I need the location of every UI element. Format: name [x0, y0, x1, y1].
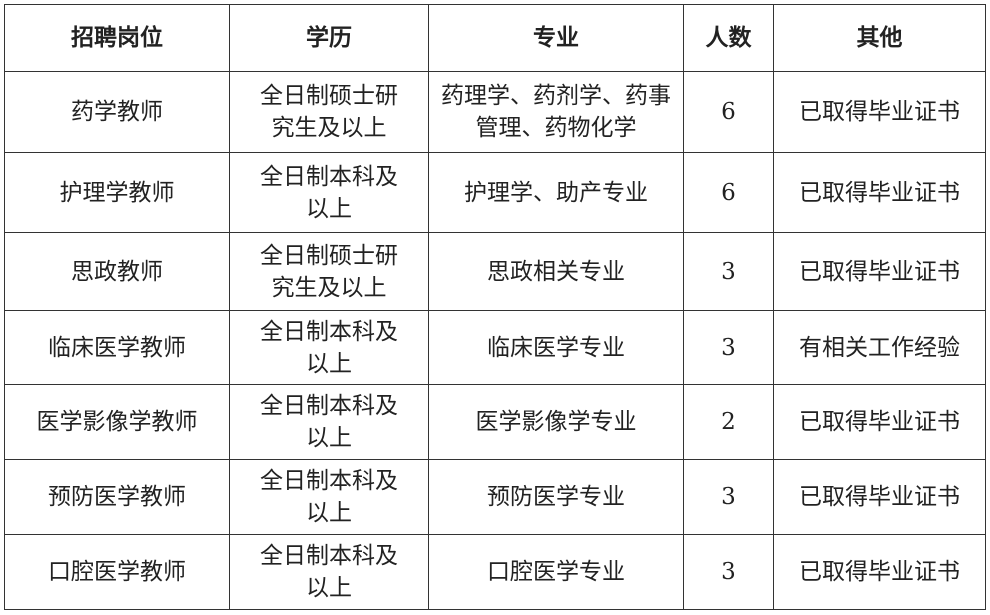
header-other: 其他: [773, 4, 986, 72]
header-row: 招聘岗位 学历 专业 人数 其他: [4, 4, 986, 72]
cell-position: 思政教师: [4, 232, 230, 311]
table-row: 临床医学教师 全日制本科及以上 临床医学专业 3 有相关工作经验: [4, 310, 986, 385]
cell-count: 3: [683, 534, 774, 610]
cell-major: 医学影像学专业: [428, 384, 684, 460]
cell-major: 护理学、助产专业: [428, 152, 684, 233]
cell-count: 6: [683, 152, 774, 233]
cell-position: 口腔医学教师: [4, 534, 230, 610]
cell-other: 已取得毕业证书: [773, 534, 986, 610]
cell-education: 全日制本科及以上: [229, 384, 429, 460]
cell-other: 已取得毕业证书: [773, 152, 986, 233]
table-row: 医学影像学教师 全日制本科及以上 医学影像学专业 2 已取得毕业证书: [4, 384, 986, 460]
cell-major: 预防医学专业: [428, 459, 684, 535]
cell-position: 预防医学教师: [4, 459, 230, 535]
cell-count: 3: [683, 459, 774, 535]
cell-major: 临床医学专业: [428, 310, 684, 385]
header-major: 专业: [428, 4, 684, 72]
cell-count: 2: [683, 384, 774, 460]
cell-education: 全日制本科及以上: [229, 152, 429, 233]
cell-other: 已取得毕业证书: [773, 232, 986, 311]
cell-position: 药学教师: [4, 71, 230, 153]
cell-other: 已取得毕业证书: [773, 459, 986, 535]
cell-major: 思政相关专业: [428, 232, 684, 311]
cell-count: 3: [683, 310, 774, 385]
cell-other: 有相关工作经验: [773, 310, 986, 385]
recruitment-table: 招聘岗位 学历 专业 人数 其他 药学教师 全日制硕士研究生及以上 药理学、药剂学、…: [4, 4, 986, 610]
cell-education: 全日制本科及以上: [229, 310, 429, 385]
cell-position: 医学影像学教师: [4, 384, 230, 460]
table-row: 思政教师 全日制硕士研究生及以上 思政相关专业 3 已取得毕业证书: [4, 232, 986, 311]
cell-other: 已取得毕业证书: [773, 71, 986, 153]
cell-position: 临床医学教师: [4, 310, 230, 385]
cell-major: 口腔医学专业: [428, 534, 684, 610]
table-row: 药学教师 全日制硕士研究生及以上 药理学、药剂学、药事管理、药物化学 6 已取得毕业证书: [4, 71, 986, 153]
table-row: 口腔医学教师 全日制本科及以上 口腔医学专业 3 已取得毕业证书: [4, 534, 986, 610]
cell-count: 3: [683, 232, 774, 311]
table-row: 护理学教师 全日制本科及以上 护理学、助产专业 6 已取得毕业证书: [4, 152, 986, 233]
table-row: 预防医学教师 全日制本科及以上 预防医学专业 3 已取得毕业证书: [4, 459, 986, 535]
cell-education: 全日制本科及以上: [229, 459, 429, 535]
cell-major: 药理学、药剂学、药事管理、药物化学: [428, 71, 684, 153]
header-position: 招聘岗位: [4, 4, 230, 72]
cell-position: 护理学教师: [4, 152, 230, 233]
cell-other: 已取得毕业证书: [773, 384, 986, 460]
cell-education: 全日制硕士研究生及以上: [229, 71, 429, 153]
header-count: 人数: [683, 4, 774, 72]
cell-count: 6: [683, 71, 774, 153]
cell-education: 全日制硕士研究生及以上: [229, 232, 429, 311]
header-education: 学历: [229, 4, 429, 72]
cell-education: 全日制本科及以上: [229, 534, 429, 610]
